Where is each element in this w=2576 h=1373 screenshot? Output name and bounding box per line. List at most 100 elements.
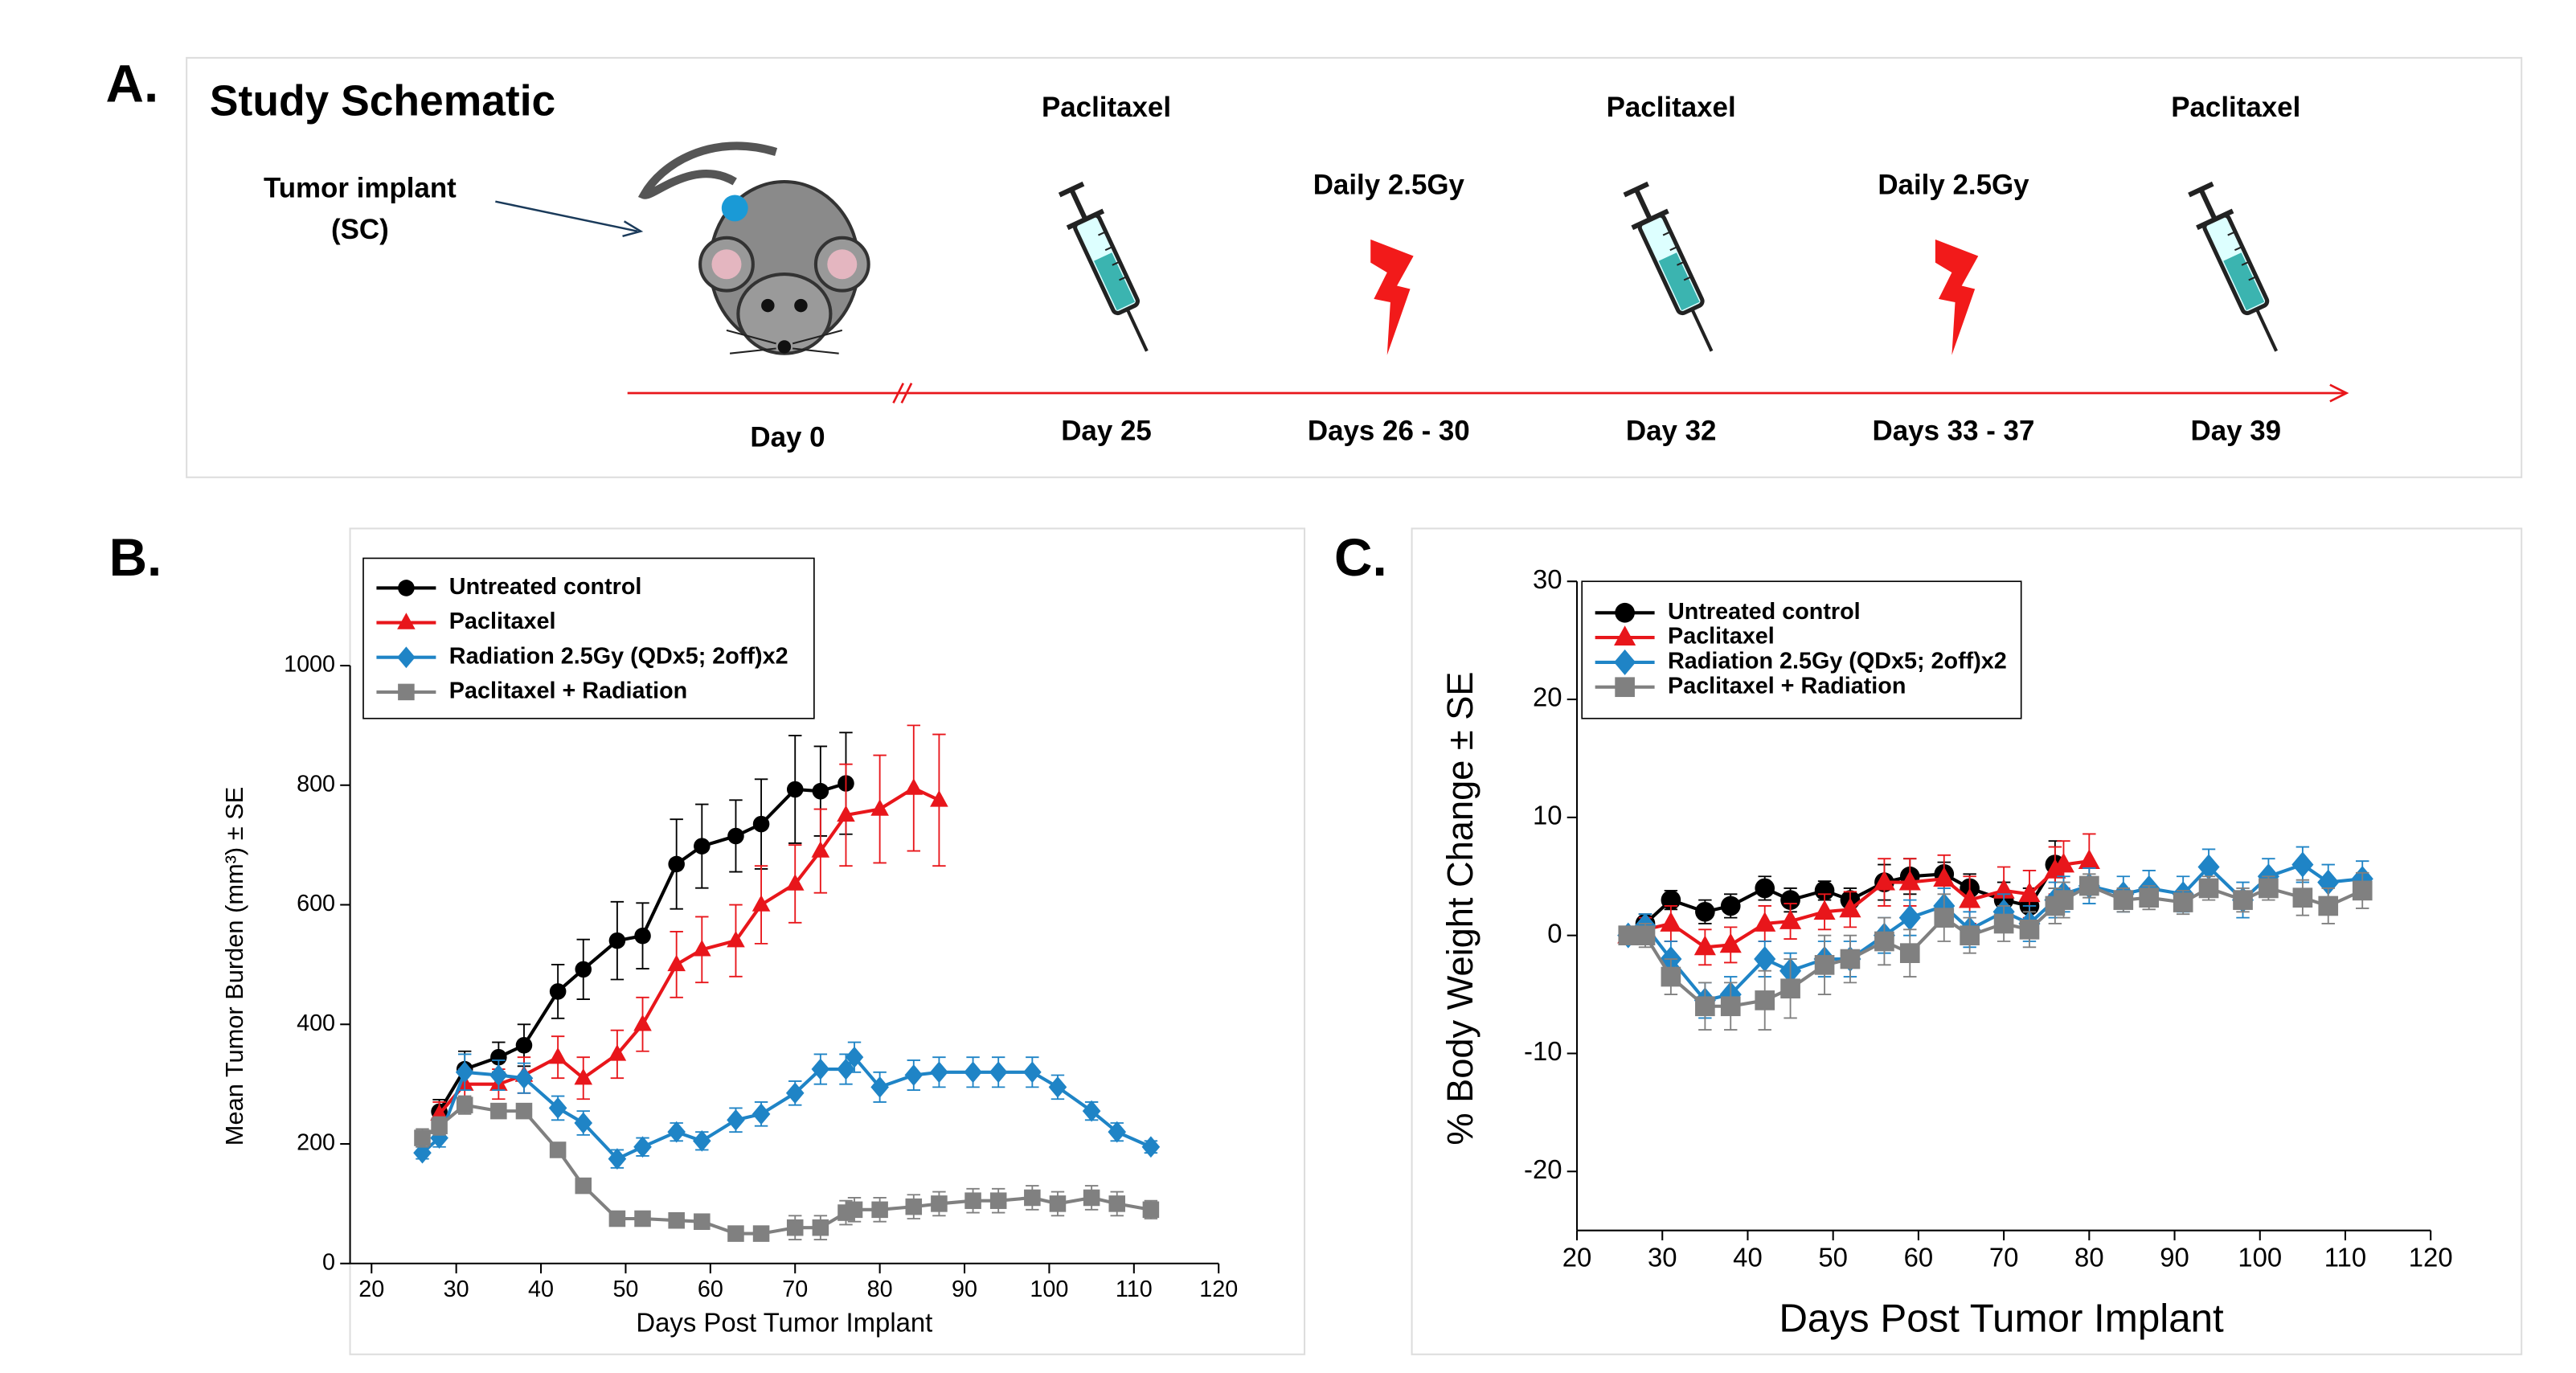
marker <box>1693 935 1716 956</box>
marker <box>2018 882 2041 903</box>
marker <box>964 1192 981 1209</box>
marker <box>548 1097 567 1119</box>
panel-label: A. <box>105 53 158 113</box>
mouse <box>637 141 870 355</box>
marker <box>1993 913 2014 934</box>
marker <box>608 1044 627 1061</box>
schematic-title: Study Schematic <box>210 78 555 125</box>
marker <box>812 782 829 800</box>
marker <box>870 799 889 816</box>
x-tick-label: 50 <box>612 1277 638 1302</box>
marker <box>633 1136 652 1158</box>
x-tick-label: 80 <box>867 1277 893 1302</box>
marker <box>786 1219 804 1236</box>
marker <box>694 838 711 855</box>
y-tick-label: 20 <box>1533 682 1562 712</box>
y-tick-label: 0 <box>1547 918 1562 948</box>
marker <box>752 895 771 912</box>
x-tick-label: 80 <box>2074 1243 2104 1273</box>
timeline-break <box>892 383 913 404</box>
x-tick-label: 20 <box>1562 1243 1592 1273</box>
x-tick-label: 30 <box>444 1277 469 1302</box>
marker <box>575 961 592 978</box>
marker <box>2318 896 2339 916</box>
implant-arrow <box>495 200 638 232</box>
marker <box>397 613 416 629</box>
x-tick-label: 100 <box>1030 1277 1068 1302</box>
x-tick-label: 110 <box>1116 1277 1153 1302</box>
legend-label: Radiation 2.5Gy (QDx5; 2off)x2 <box>1668 648 2007 674</box>
marker <box>1755 990 1775 1010</box>
x-tick-label: 100 <box>2238 1243 2282 1273</box>
marker <box>989 1192 1007 1209</box>
marker <box>2259 878 2279 899</box>
marker <box>1814 880 1835 901</box>
marker <box>693 939 711 957</box>
marker <box>2113 890 2134 910</box>
marker <box>2019 919 2040 940</box>
marker <box>1024 1189 1041 1207</box>
marker <box>2078 849 2100 870</box>
marker <box>2291 851 2314 878</box>
marker <box>1780 890 1800 910</box>
panel-frame <box>1411 527 2523 1355</box>
x-tick-label: 40 <box>528 1277 554 1302</box>
panel-a: A. Study Schematic Tumor implant (SC) Da… <box>105 53 2523 478</box>
legend-label: Untreated control <box>1668 599 1861 625</box>
marker <box>837 805 855 822</box>
panel-label: C. <box>1334 527 1387 587</box>
panel-frame <box>186 56 2523 478</box>
marker <box>727 930 745 948</box>
y-tick-label: 0 <box>322 1249 335 1275</box>
marker <box>574 1068 593 1085</box>
legend-box <box>362 557 815 719</box>
y-tick-label: 600 <box>297 891 335 916</box>
marker <box>514 1067 534 1089</box>
y-tick-label: 30 <box>1533 564 1562 594</box>
marker <box>608 932 626 949</box>
marker <box>1108 1121 1127 1143</box>
y-tick-label: 800 <box>297 771 335 797</box>
marker <box>1814 955 1835 975</box>
marker <box>608 1148 627 1170</box>
timeline-day: Day 39 <box>2190 416 2281 447</box>
marker <box>574 1112 593 1134</box>
marker <box>727 1109 745 1131</box>
y-tick-label: 1000 <box>284 652 335 678</box>
marker <box>1142 1201 1160 1219</box>
marker <box>694 1213 711 1230</box>
marker <box>414 1129 431 1146</box>
marker <box>1899 943 1920 964</box>
marker <box>2292 887 2313 908</box>
x-tick-label: 40 <box>1733 1243 1763 1273</box>
marker <box>431 1117 448 1134</box>
x-axis-label: Days Post Tumor Implant <box>1779 1297 2224 1341</box>
marker <box>668 1211 685 1229</box>
marker <box>931 1195 948 1212</box>
chart: B. 0 200 400 600 800 1000 20 30 40 50 60 70 80 90 100 11… <box>109 527 1239 1338</box>
x-tick-label: 70 <box>782 1277 808 1302</box>
marker <box>1934 908 1955 928</box>
x-tick-label: 60 <box>698 1277 723 1302</box>
marker <box>752 1103 771 1125</box>
marker <box>608 1210 626 1228</box>
marker <box>1635 925 1656 945</box>
marker <box>548 1047 567 1064</box>
x-tick-label: 90 <box>952 1277 977 1302</box>
marker <box>1615 677 1635 698</box>
marker <box>871 1201 888 1219</box>
marker <box>634 927 651 945</box>
marker <box>575 1177 592 1195</box>
marker <box>1720 996 1741 1017</box>
marker <box>1108 1195 1126 1212</box>
marker <box>752 1225 770 1242</box>
x-tick-label: 110 <box>2324 1243 2366 1273</box>
panel-label: B. <box>109 527 162 587</box>
marker <box>904 1064 924 1086</box>
marker <box>727 1225 744 1242</box>
marker <box>1661 966 1681 987</box>
legend-label: Paclitaxel <box>449 609 556 634</box>
marker <box>1754 945 1776 973</box>
marker <box>1082 1100 1101 1122</box>
